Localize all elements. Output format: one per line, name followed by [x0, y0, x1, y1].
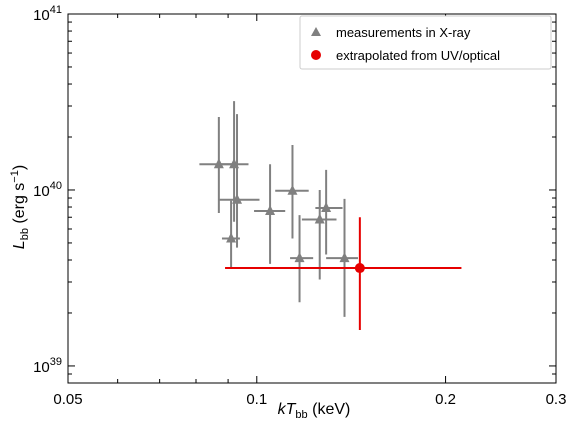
y-tick-label: 1040: [33, 180, 62, 200]
x-tick-label: 0.3: [546, 391, 567, 408]
data-point-triangle: [321, 201, 332, 212]
y-tick-label: 1039: [33, 356, 62, 376]
legend-marker-circle: [311, 50, 321, 60]
data-point-triangle: [226, 232, 237, 243]
series-measurements: [199, 101, 358, 317]
x-tick-label: 0.1: [246, 391, 267, 408]
data-point-circle: [354, 263, 365, 274]
data-point-triangle: [232, 193, 243, 204]
x-tick-label: 0.05: [53, 391, 82, 408]
axis-tick-labels: 0.05 0.1 0.2 0.3 1039 1040 1041: [33, 4, 566, 408]
axis-ticks: [67, 13, 557, 383]
y-axis-label: Lbb (erg s−1): [9, 165, 31, 249]
data-point-triangle: [294, 252, 305, 263]
series-extrapolated: [225, 217, 462, 331]
x-tick-label: 0.2: [435, 391, 456, 408]
y-tick-label: 1041: [33, 4, 62, 24]
plot-frame: [67, 13, 557, 384]
legend-marker-triangle: [311, 27, 321, 36]
data-point-triangle: [287, 184, 298, 195]
legend-label-extrapolated: extrapolated from UV/optical: [336, 48, 500, 63]
data-marks: [199, 101, 462, 331]
data-point-triangle: [339, 252, 350, 263]
legend-label-measurements: measurements in X-ray: [336, 25, 471, 40]
legend-box: [299, 15, 552, 70]
legend: measurements in X-ray extrapolated from …: [299, 15, 552, 70]
data-point-triangle: [265, 204, 276, 215]
x-axis-label: kTbb (keV): [278, 401, 351, 421]
data-point-triangle: [314, 213, 325, 224]
